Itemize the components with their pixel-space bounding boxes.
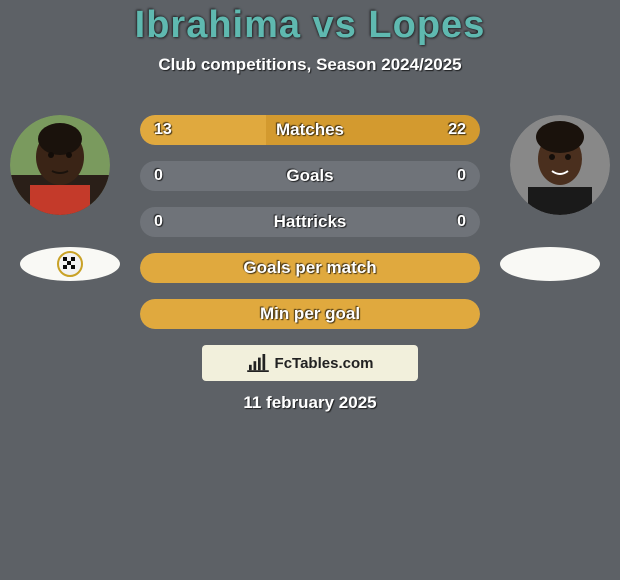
- content-area: Matches1322Goals00Hattricks00Goals per m…: [0, 115, 620, 329]
- date-label: 11 february 2025: [243, 393, 376, 413]
- stat-bar: Hattricks0 0: [140, 207, 480, 237]
- player-right-avatar: [510, 115, 610, 215]
- stat-value-right: 0: [443, 161, 480, 191]
- page-subtitle: Club competitions, Season 2024/2025: [158, 55, 461, 75]
- club-crest-left-icon: [56, 250, 84, 278]
- stat-bar: Goals0 0: [140, 161, 480, 191]
- stat-label: Hattricks: [140, 207, 480, 237]
- stat-value-left: 13: [140, 115, 186, 145]
- stat-label: Goals: [140, 161, 480, 191]
- player-right-club-badge: [500, 247, 600, 281]
- stat-bar: Min per goal: [140, 299, 480, 329]
- watermark-chart-icon: [247, 354, 269, 372]
- stat-value-right: 22: [434, 115, 480, 145]
- stat-value-left: 0: [140, 161, 177, 191]
- watermark-text: FcTables.com: [275, 355, 374, 372]
- stat-value-right: 0: [443, 207, 480, 237]
- stat-bar: Matches13 22: [140, 115, 480, 145]
- stat-label: Min per goal: [140, 299, 480, 329]
- stat-label: Matches: [140, 115, 480, 145]
- stat-label: Goals per match: [140, 253, 480, 283]
- player-left-avatar: [10, 115, 110, 215]
- stat-bar: Goals per match: [140, 253, 480, 283]
- player-left-club-badge: [20, 247, 120, 281]
- watermark: FcTables.com: [202, 345, 418, 381]
- page-title: Ibrahima vs Lopes: [135, 4, 486, 47]
- main-container: Ibrahima vs Lopes Club competitions, Sea…: [0, 0, 620, 580]
- player-right-avatar-image: [510, 115, 610, 215]
- stat-bars-container: Matches1322Goals00Hattricks00Goals per m…: [140, 115, 480, 329]
- stat-value-left: 0: [140, 207, 177, 237]
- player-left-avatar-image: [10, 115, 110, 215]
